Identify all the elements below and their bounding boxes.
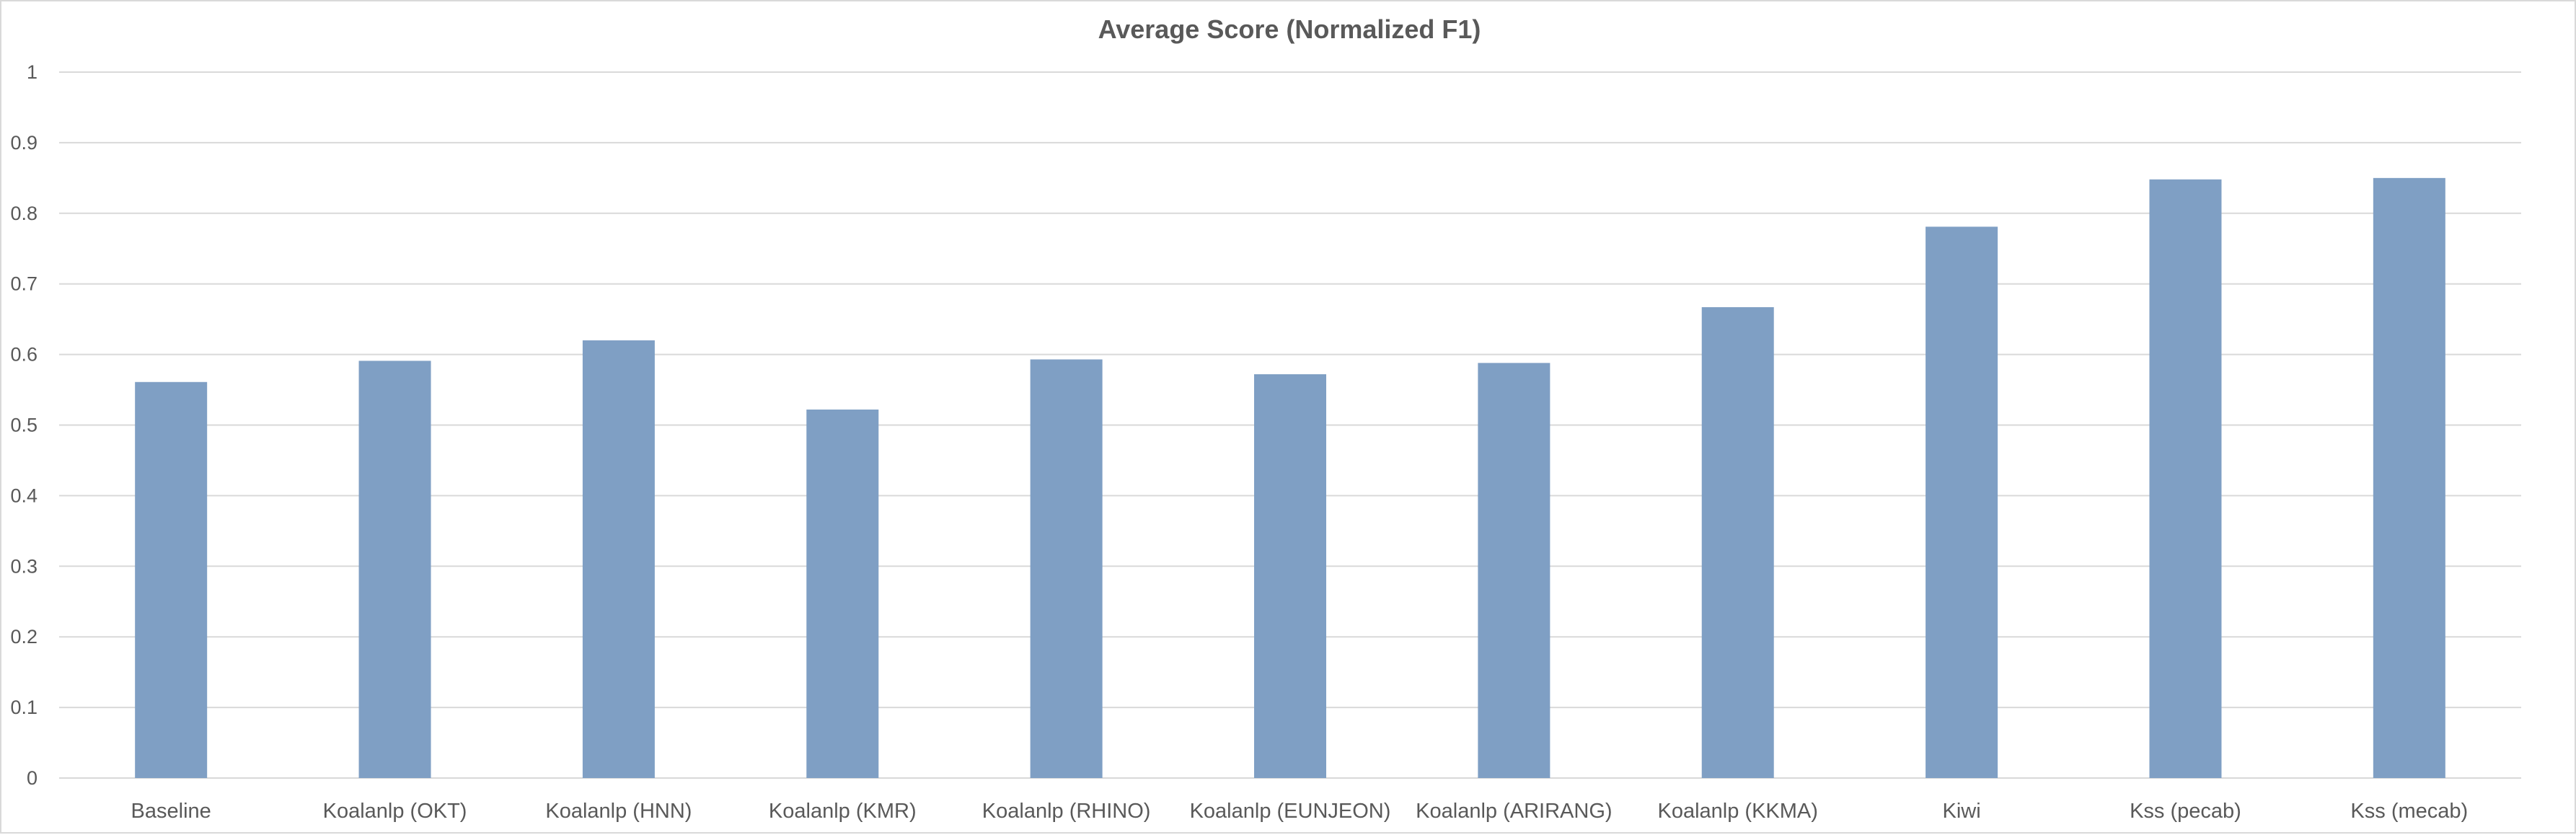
x-tick-label: Koalanlp (HNN) [545,800,692,823]
y-tick-label: 0.1 [10,697,38,718]
bar [1254,374,1326,778]
x-tick-label: Koalanlp (KMR) [769,800,917,823]
bar [358,361,431,778]
bars [135,177,2445,779]
y-tick-label: 0.2 [10,626,38,648]
y-tick-label: 1 [27,61,38,83]
bar [1926,226,1998,778]
y-axis-ticks: 0 0.1 0.2 0.3 0.4 0.5 0.6 0.7 0.8 0.9 1 [10,61,38,789]
y-tick-label: 0.6 [10,344,38,366]
x-tick-label: Koalanlp (KKMA) [1658,800,1818,823]
bar [582,340,655,778]
bar [1701,307,1774,779]
x-axis-ticks: Baseline Koalanlp (OKT) Koalanlp (HNN) Koal… [131,800,2469,823]
y-tick-label: 0.4 [10,485,38,506]
x-tick-label: Kss (mecab) [2350,800,2468,823]
x-tick-label: Kss (pecab) [2130,800,2241,823]
y-tick-label: 0.8 [10,203,38,224]
x-tick-label: Koalanlp (EUNJEON) [1190,800,1391,823]
x-tick-label: Koalanlp (OKT) [323,800,467,823]
y-tick-label: 0.9 [10,132,38,154]
bar [2373,177,2445,779]
y-tick-label: 0 [27,767,38,789]
bar [806,409,879,778]
chart-title: Average Score (Normalized F1) [1098,14,1481,44]
y-tick-label: 0.3 [10,555,38,577]
y-tick-label: 0.5 [10,415,38,436]
bar [135,381,208,778]
x-tick-label: Baseline [131,800,211,823]
x-tick-label: Koalanlp (RHINO) [982,800,1151,823]
x-tick-label: Kiwi [1943,800,1981,823]
bar [1030,359,1103,778]
bar [1478,363,1551,778]
bar [2149,179,2222,779]
x-tick-label: Koalanlp (ARIRANG) [1416,800,1612,823]
y-tick-label: 0.7 [10,273,38,295]
